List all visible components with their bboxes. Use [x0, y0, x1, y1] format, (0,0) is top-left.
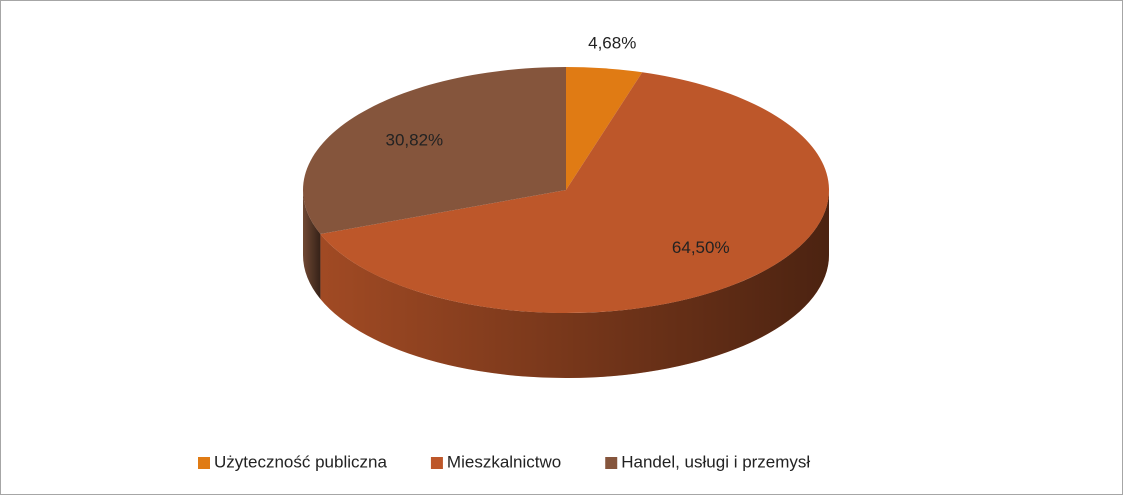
legend-label: Użyteczność publiczna — [214, 452, 387, 471]
legend-label: Handel, usługi i przemysł — [621, 452, 810, 471]
slice-side-shade — [320, 190, 829, 378]
data-label: 30,82% — [385, 131, 443, 150]
legend-swatch — [198, 457, 210, 469]
legend-swatch — [605, 457, 618, 469]
data-label: 64,50% — [672, 238, 730, 257]
slice — [566, 67, 643, 190]
slice — [320, 72, 829, 314]
slice — [303, 66, 566, 234]
legend-label: Mieszkalnictwo — [447, 452, 561, 471]
slice-side-shade — [303, 190, 321, 299]
legend-swatch — [430, 457, 443, 469]
data-label: 4,68% — [588, 33, 636, 52]
